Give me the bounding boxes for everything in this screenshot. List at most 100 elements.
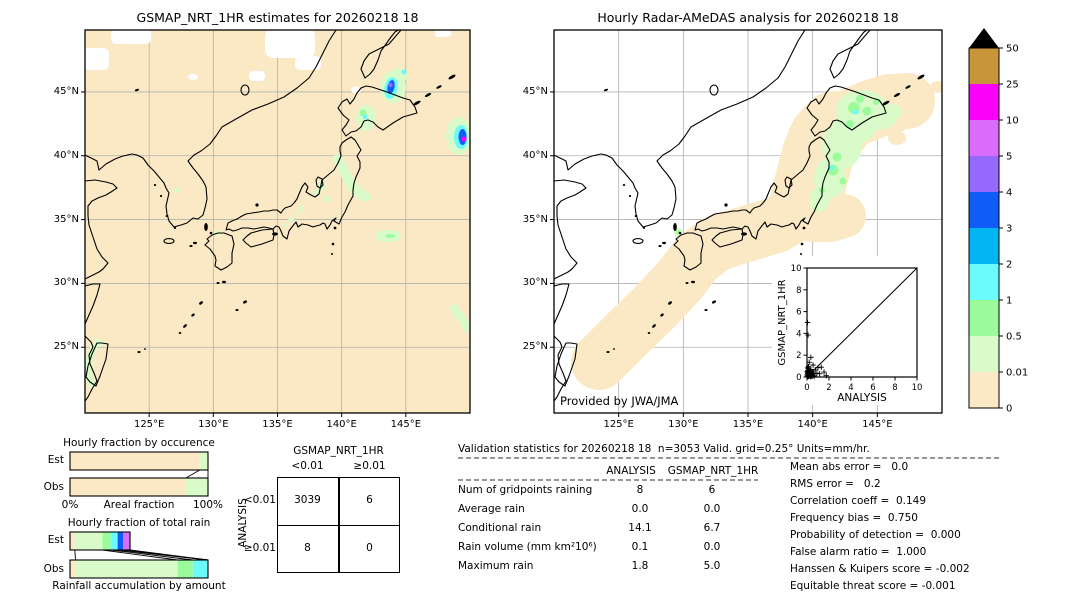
totalrain-chart-title: Hourly fraction of total rain: [67, 517, 211, 529]
stats-row-analysis: 8: [636, 484, 644, 496]
contingency-row-label-0: <0.01: [243, 494, 276, 506]
stats-col-gsmap: GSMAP_NRT_1HR: [667, 465, 759, 477]
y-tick-label: 35°N: [53, 213, 79, 225]
y-tick-label: 35°N: [522, 213, 548, 225]
one-to-one-line: [806, 267, 918, 378]
colorbar-tick-label: 1: [1006, 296, 1012, 307]
svg-text:0: 0: [804, 383, 809, 393]
totalrain-xlabel: Rainfall accumulation by amount: [52, 580, 226, 592]
stats-row-label: Rain volume (mm km²10⁶): [458, 541, 597, 553]
y-tick-label: 25°N: [522, 341, 548, 353]
stats-row-label: Maximum rain: [458, 560, 534, 572]
colorbar-tick-label: 0.01: [1006, 368, 1028, 379]
contingency-col-label-0: <0.01: [291, 460, 324, 472]
colorbar-tick-label: 10: [1006, 116, 1019, 127]
stats-row-gsmap: 5.0: [703, 560, 721, 572]
stats-row-gsmap: 0.0: [703, 541, 721, 553]
stats-row-analysis: 0.1: [631, 541, 649, 553]
areal-fraction-0: 0%: [61, 499, 79, 511]
contingency-table: [277, 477, 400, 573]
occurrence-est-label: Est: [47, 454, 64, 466]
y-tick-label: 40°N: [53, 149, 79, 161]
stats-row-gsmap: 6: [708, 484, 716, 496]
occurrence-chart-title: Hourly fraction by occurence: [63, 437, 215, 449]
score-line: Hanssen & Kuipers score = -0.002: [790, 563, 970, 575]
score-line: False alarm ratio = 1.000: [790, 546, 927, 558]
x-tick-label: 125°E: [133, 419, 165, 430]
totalrain-obs-label: Obs: [43, 563, 64, 575]
inset-xlabel: ANALYSIS: [837, 392, 887, 404]
contingency-col-group: GSMAP_NRT_1HR: [293, 445, 384, 457]
stats-row-analysis: 0.0: [631, 503, 649, 515]
x-tick-label: 145°E: [390, 419, 422, 430]
y-tick-label: 40°N: [522, 149, 548, 161]
totalrain-chart: [69, 531, 209, 579]
occurrence-chart: [69, 451, 209, 497]
stats-row-label: Conditional rain: [458, 522, 542, 534]
colorbar-tick-label: 4: [1006, 188, 1012, 199]
stats-row-label: Average rain: [458, 503, 525, 515]
svg-text:4: 4: [796, 329, 801, 339]
score-line: Mean abs error = 0.0: [790, 461, 909, 473]
inset-axis-ticks: 00 2 2 4 4 6 6 8 8 10 10: [791, 264, 923, 393]
stats-row-analysis: 14.1: [628, 522, 652, 534]
svg-text:2: 2: [796, 351, 801, 361]
colorbar: 50 25 10 5 4 3 2 1 0.5 0.01 0: [968, 28, 1028, 415]
x-tick-label: 135°E: [262, 419, 293, 430]
gridlines: [85, 30, 470, 413]
stats-title: Validation statistics for 20260218 18 n=…: [458, 443, 870, 455]
y-tick-label: 30°N: [53, 277, 79, 289]
x-tick-label: 130°E: [668, 419, 699, 430]
x-tick-label: 135°E: [732, 419, 764, 430]
contingency-cell-01: 6: [366, 494, 373, 506]
y-tick-label: 30°N: [522, 277, 548, 289]
svg-text:8: 8: [892, 383, 897, 393]
score-line: RMS error = 0.2: [790, 478, 881, 490]
totalrain-est-label: Est: [47, 534, 64, 546]
score-line: Correlation coeff = 0.149: [790, 495, 926, 507]
x-tick-label: 130°E: [198, 419, 229, 430]
stats-row-gsmap: 6.7: [703, 522, 721, 534]
stats-row-analysis: 1.8: [631, 560, 649, 572]
score-line: Equitable threat score = -0.001: [790, 580, 956, 592]
svg-text:2: 2: [826, 383, 831, 393]
y-tick-label: 45°N: [522, 85, 548, 97]
x-tick-label: 145°E: [862, 419, 893, 430]
colorbar-tick-label: 25: [1006, 80, 1019, 91]
axis-ticks: [81, 91, 407, 417]
stats-row-gsmap: 0.0: [703, 503, 721, 515]
x-tick-label: 125°E: [603, 419, 634, 430]
occurrence-obs-label: Obs: [43, 481, 64, 493]
areal-fraction-100: 100%: [192, 499, 224, 511]
inset-scatter-points: [804, 319, 829, 380]
stats-col-analysis: ANALYSIS: [606, 465, 656, 477]
x-tick-label: 140°E: [326, 419, 357, 430]
gsmap-estimate-map: [81, 29, 471, 417]
svg-text:6: 6: [870, 383, 875, 393]
svg-text:6: 6: [796, 308, 801, 318]
svg-text:8: 8: [796, 286, 801, 296]
credit-text: Provided by JWA/JMA: [560, 394, 679, 408]
score-line: Probability of detection = 0.000: [790, 529, 961, 541]
colorbar-tick-label: 50: [1006, 44, 1019, 55]
radar-amedas-map: [550, 29, 943, 417]
colorbar-tick-label: 0: [1006, 404, 1012, 415]
colorbar-tick-label: 2: [1006, 260, 1012, 271]
svg-text:10: 10: [791, 264, 802, 274]
inset-scatter-plot: 00 2 2 4 4 6 6 8 8 10 10 ANALYSIS GSMAP_NRT_1HR: [777, 264, 922, 404]
contingency-col-label-1: ≥0.01: [353, 460, 386, 472]
contingency-row-label-1: ≥0.01: [243, 542, 276, 554]
svg-text:10: 10: [912, 383, 923, 393]
contingency-cell-10: 8: [304, 542, 311, 554]
left-map-title: GSMAP_NRT_1HR estimates for 20260218 18: [136, 10, 419, 25]
axis-ticks: [550, 91, 878, 417]
svg-text:4: 4: [848, 383, 853, 393]
rain-overlay: [85, 30, 470, 389]
colorbar-tick-label: 0.5: [1006, 332, 1022, 343]
score-line: Frequency bias = 0.750: [790, 512, 918, 524]
contingency-cell-11: 0: [366, 542, 373, 554]
inset-ylabel: GSMAP_NRT_1HR: [777, 279, 788, 365]
colorbar-tick-label: 3: [1006, 224, 1012, 235]
